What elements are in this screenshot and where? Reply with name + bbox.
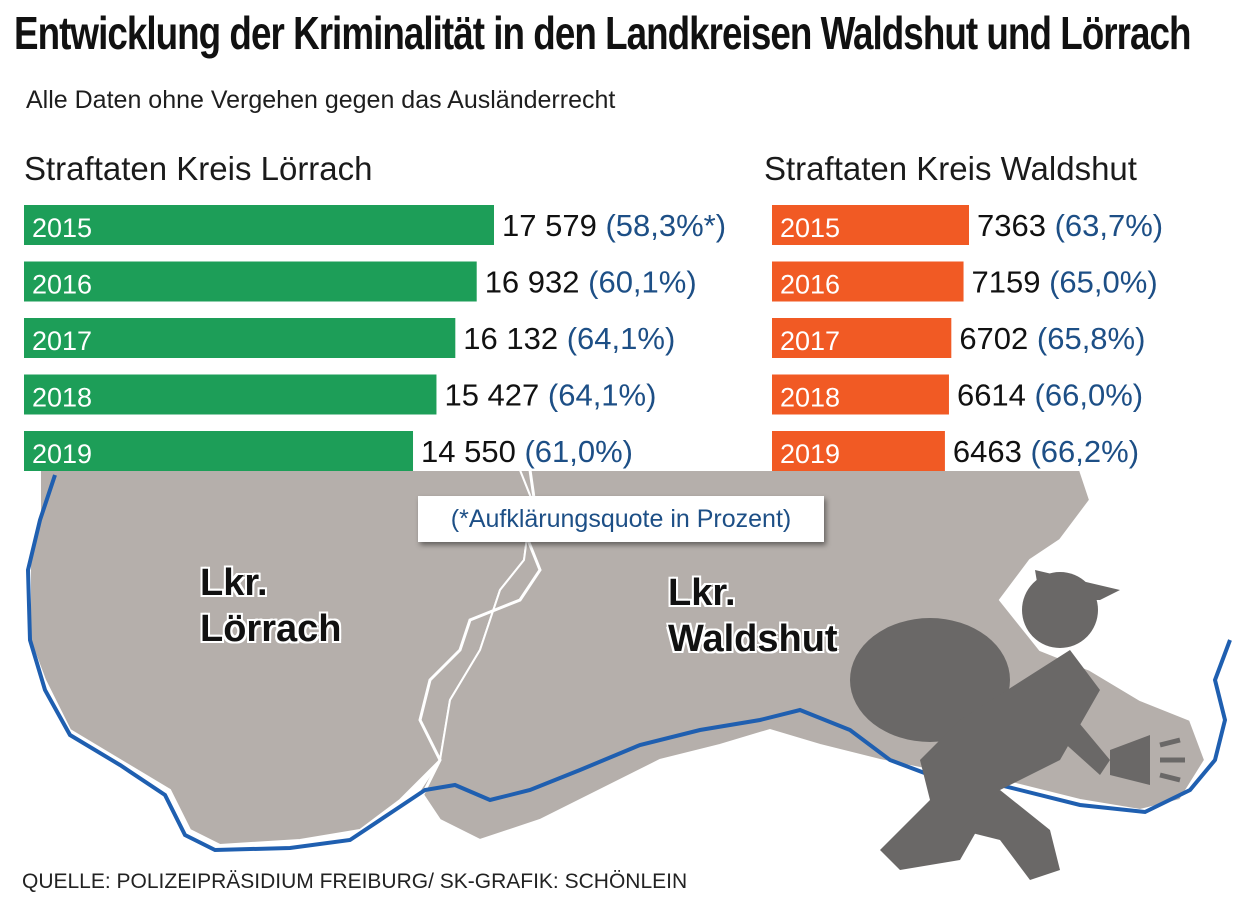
loerrach-bar-2018 — [24, 374, 437, 415]
loerrach-year-label-2015: 2015 — [32, 213, 92, 243]
thief-icon — [850, 570, 1185, 880]
waldshut-year-label-2015: 2015 — [780, 213, 840, 243]
waldshut-year-label-2018: 2018 — [780, 383, 840, 413]
loerrach-value-2016: 16 932 — [485, 265, 588, 300]
river-rhine — [25, 474, 1232, 853]
loerrach-data-label-2015: 17 579 (58,3%*) — [502, 208, 726, 243]
chart-subtitle: Alle Daten ohne Vergehen gegen das Auslä… — [26, 86, 616, 114]
loerrach-year-label-2016: 2016 — [32, 270, 92, 300]
loerrach-chart-title: Straftaten Kreis Lörrach — [24, 150, 373, 187]
waldshut-bar-2017 — [772, 318, 952, 358]
loerrach-rate-2015: (58,3%*) — [605, 208, 726, 243]
source-credit: QUELLE: POLIZEIPRÄSIDIUM FREIBURG/ SK-GR… — [22, 870, 688, 893]
loerrach-year-label-2017: 2017 — [32, 326, 92, 356]
waldshut-rate-2019: (66,2%) — [1030, 434, 1139, 469]
waldshut-bar-2016 — [772, 261, 964, 302]
map-label-waldshut: Lkr. Waldshut — [668, 570, 838, 662]
loerrach-data-label-2019: 14 550 (61,0%) — [421, 434, 633, 469]
loerrach-data-label-2016: 16 932 (60,1%) — [485, 265, 697, 300]
loerrach-value-2019: 14 550 — [421, 434, 524, 469]
waldshut-chart-title: Straftaten Kreis Waldshut — [764, 150, 1137, 187]
loerrach-bar-2016 — [24, 261, 477, 302]
waldshut-bar-2019 — [772, 431, 945, 471]
waldshut-year-label-2016: 2016 — [780, 270, 840, 300]
waldshut-value-2015: 7363 — [977, 208, 1055, 243]
waldshut-year-label-2019: 2019 — [780, 439, 840, 469]
waldshut-rate-2016: (65,0%) — [1049, 265, 1158, 300]
chart-title: Entwicklung der Kriminalität in den Land… — [14, 7, 1191, 59]
waldshut-value-2017: 6702 — [959, 321, 1037, 356]
loerrach-rate-2017: (64,1%) — [567, 321, 676, 356]
waldshut-data-label-2019: 6463 (66,2%) — [953, 434, 1139, 469]
map-label-waldshut-name: Waldshut — [668, 618, 838, 660]
map-label-loerrach-prefix: Lkr. — [200, 562, 268, 604]
waldshut-data-label-2015: 7363 (63,7%) — [977, 208, 1163, 243]
waldshut-bar-2015 — [772, 205, 969, 245]
waldshut-data-label-2017: 6702 (65,8%) — [959, 321, 1145, 356]
waldshut-data-label-2016: 7159 (65,0%) — [972, 265, 1158, 300]
waldshut-value-2016: 7159 — [972, 265, 1050, 300]
map-label-loerrach-name: Lörrach — [200, 608, 342, 650]
waldshut-year-label-2017: 2017 — [780, 326, 840, 356]
loerrach-data-label-2017: 16 132 (64,1%) — [463, 321, 675, 356]
waldshut-data-label-2018: 6614 (66,0%) — [957, 378, 1143, 413]
loerrach-year-label-2018: 2018 — [32, 383, 92, 413]
loerrach-data-label-2018: 15 427 (64,1%) — [444, 378, 656, 413]
waldshut-rate-2017: (65,8%) — [1037, 321, 1146, 356]
loerrach-rate-2016: (60,1%) — [588, 265, 697, 300]
loerrach-rate-2019: (61,0%) — [524, 434, 633, 469]
loerrach-bar-2015 — [24, 205, 494, 245]
map-label-waldshut-prefix: Lkr. — [668, 572, 736, 614]
footnote-box: (*Aufklärungsquote in Prozent) — [418, 496, 824, 542]
loerrach-bar-2017 — [24, 318, 456, 358]
loerrach-value-2018: 15 427 — [444, 378, 547, 413]
waldshut-rate-2015: (63,7%) — [1055, 208, 1164, 243]
loerrach-bar-2019 — [24, 431, 414, 471]
loerrach-value-2015: 17 579 — [502, 208, 605, 243]
waldshut-value-2018: 6614 — [957, 378, 1035, 413]
waldshut-value-2019: 6463 — [953, 434, 1031, 469]
map-label-loerrach: Lkr. Lörrach — [200, 560, 341, 652]
loerrach-rate-2018: (64,1%) — [548, 378, 657, 413]
loerrach-year-label-2019: 2019 — [32, 439, 92, 469]
loerrach-value-2017: 16 132 — [463, 321, 566, 356]
waldshut-rate-2018: (66,0%) — [1035, 378, 1144, 413]
waldshut-bar-2018 — [772, 374, 949, 415]
